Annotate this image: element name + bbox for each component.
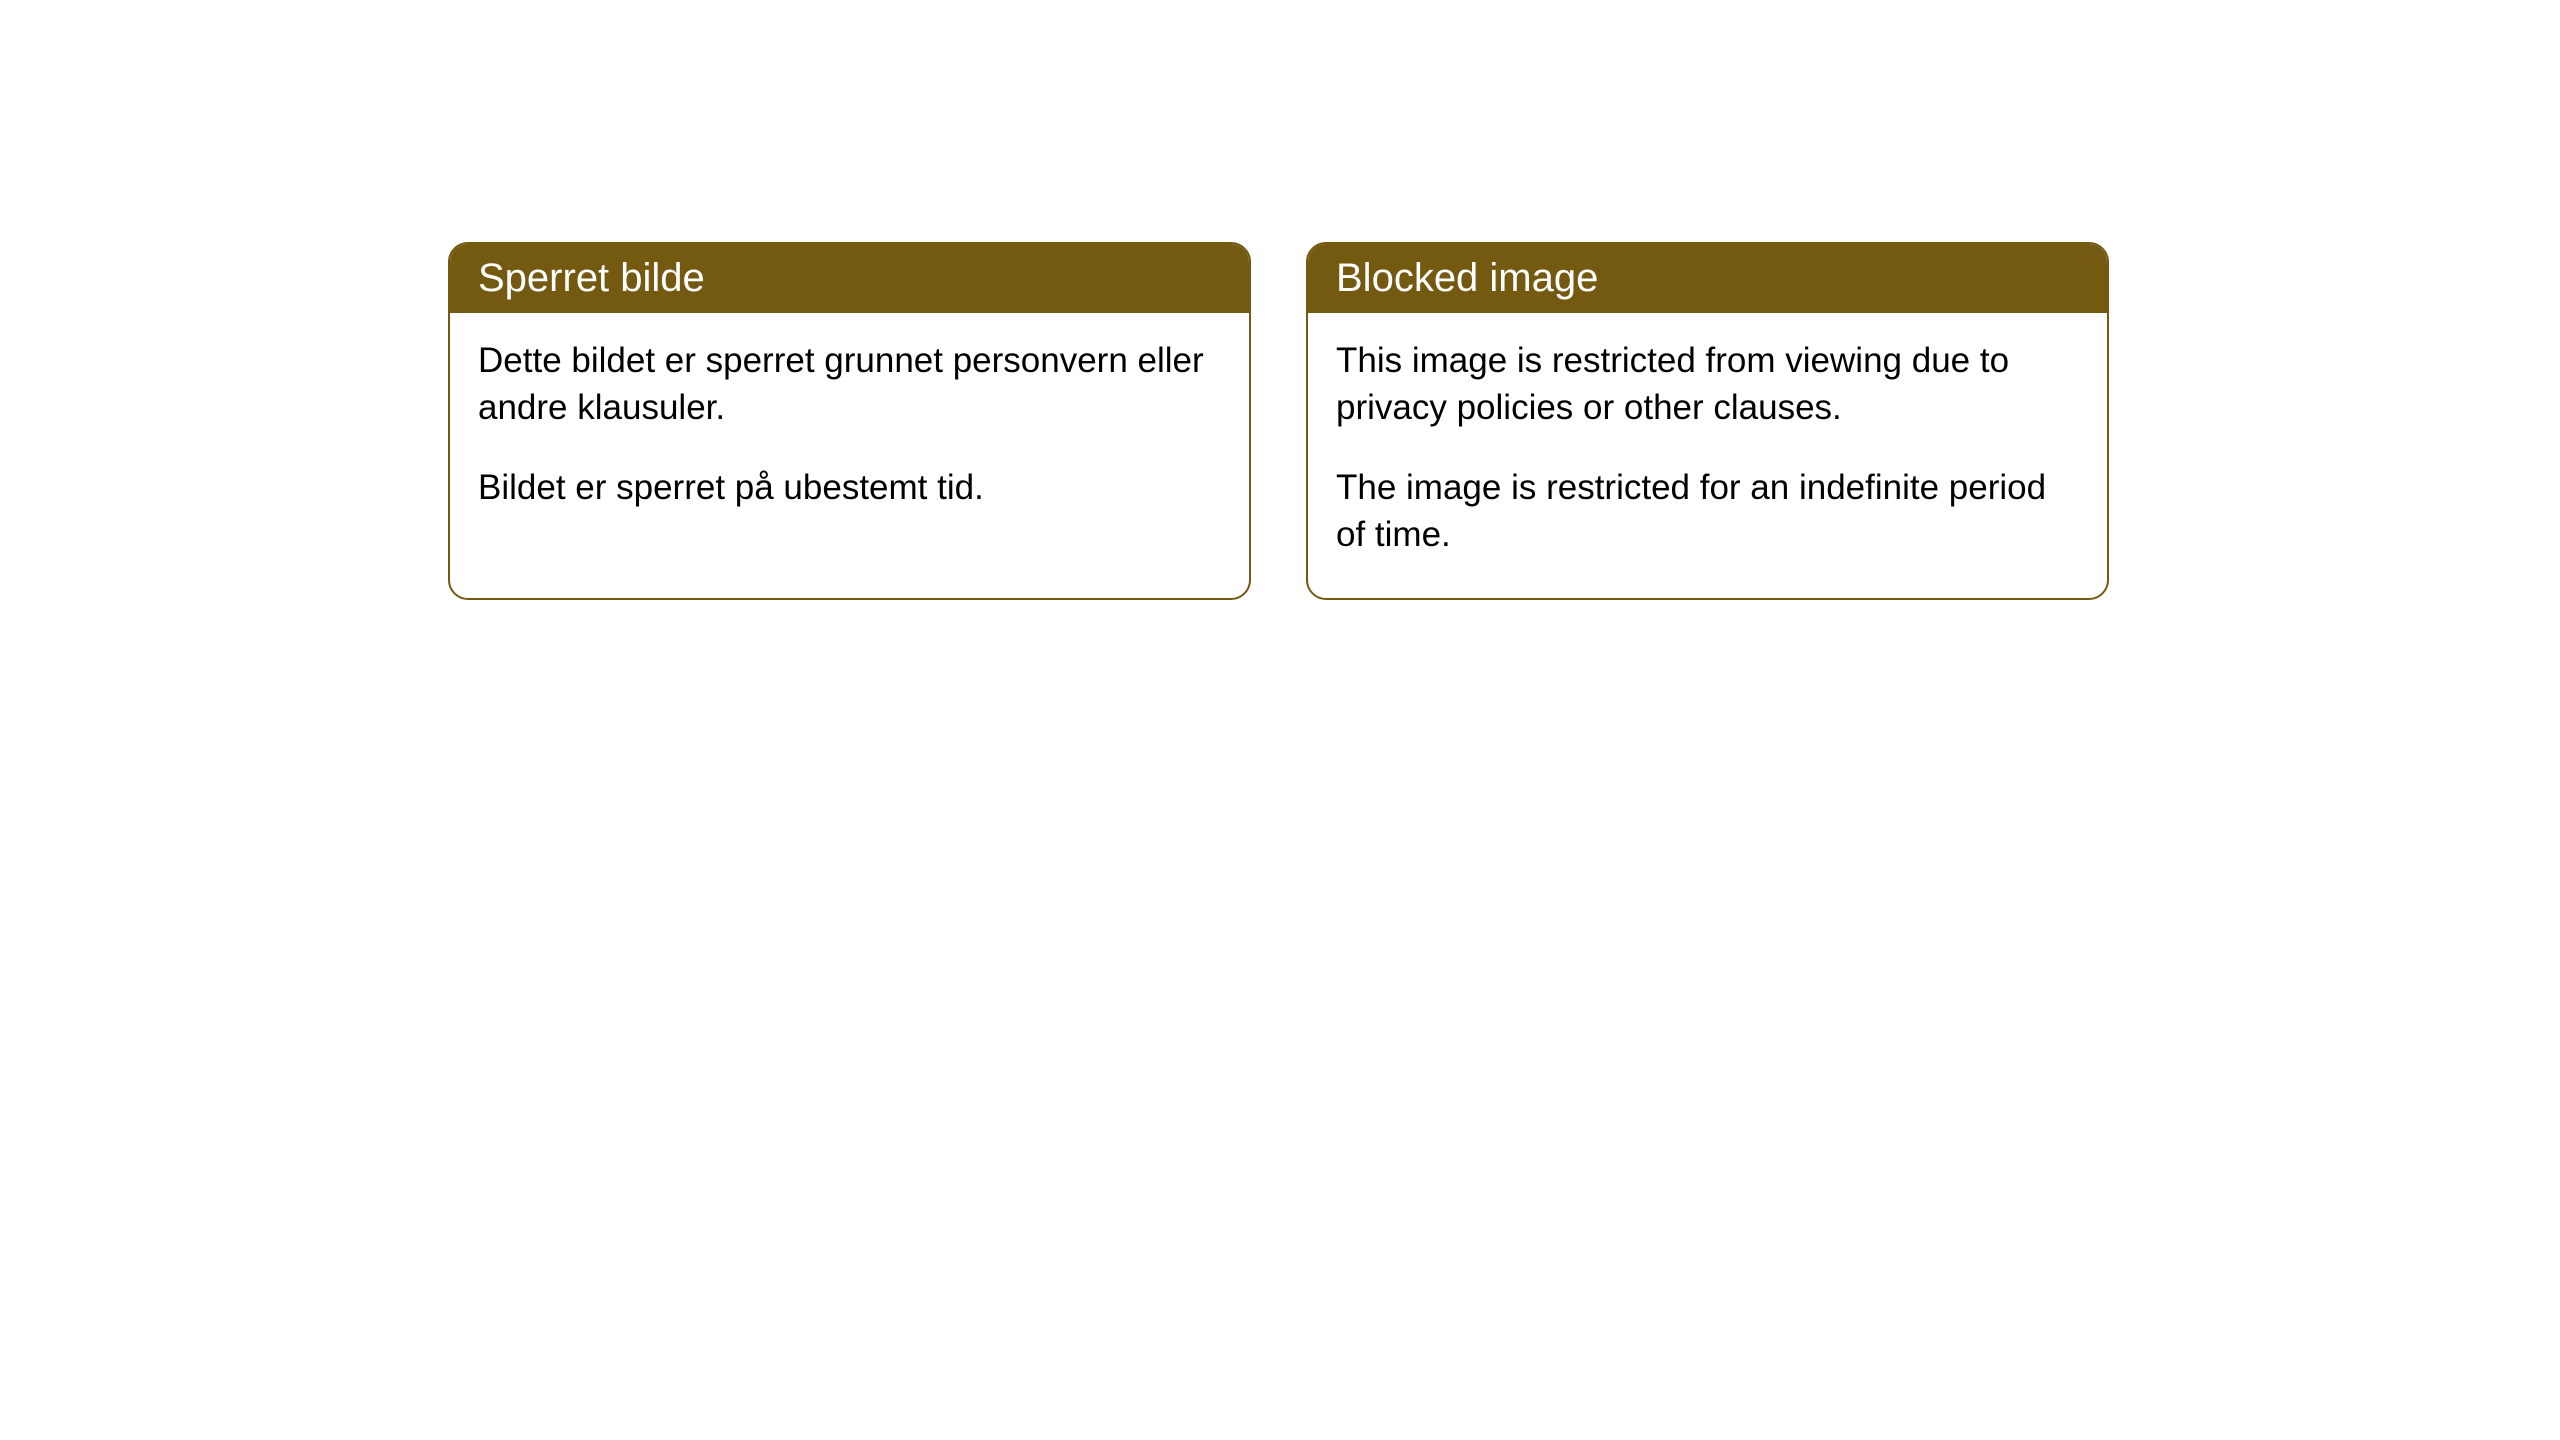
card-title: Blocked image: [1336, 256, 1598, 300]
card-body: Dette bildet er sperret grunnet personve…: [450, 313, 1249, 551]
notice-card-norwegian: Sperret bilde Dette bildet er sperret gr…: [448, 242, 1251, 600]
notice-card-english: Blocked image This image is restricted f…: [1306, 242, 2109, 600]
card-paragraph: This image is restricted from viewing du…: [1336, 337, 2079, 432]
card-body: This image is restricted from viewing du…: [1308, 313, 2107, 598]
card-header: Blocked image: [1308, 244, 2107, 313]
card-title: Sperret bilde: [478, 256, 705, 300]
card-header: Sperret bilde: [450, 244, 1249, 313]
notice-container: Sperret bilde Dette bildet er sperret gr…: [448, 242, 2109, 600]
card-paragraph: Bildet er sperret på ubestemt tid.: [478, 464, 1221, 511]
card-paragraph: Dette bildet er sperret grunnet personve…: [478, 337, 1221, 432]
card-paragraph: The image is restricted for an indefinit…: [1336, 464, 2079, 559]
